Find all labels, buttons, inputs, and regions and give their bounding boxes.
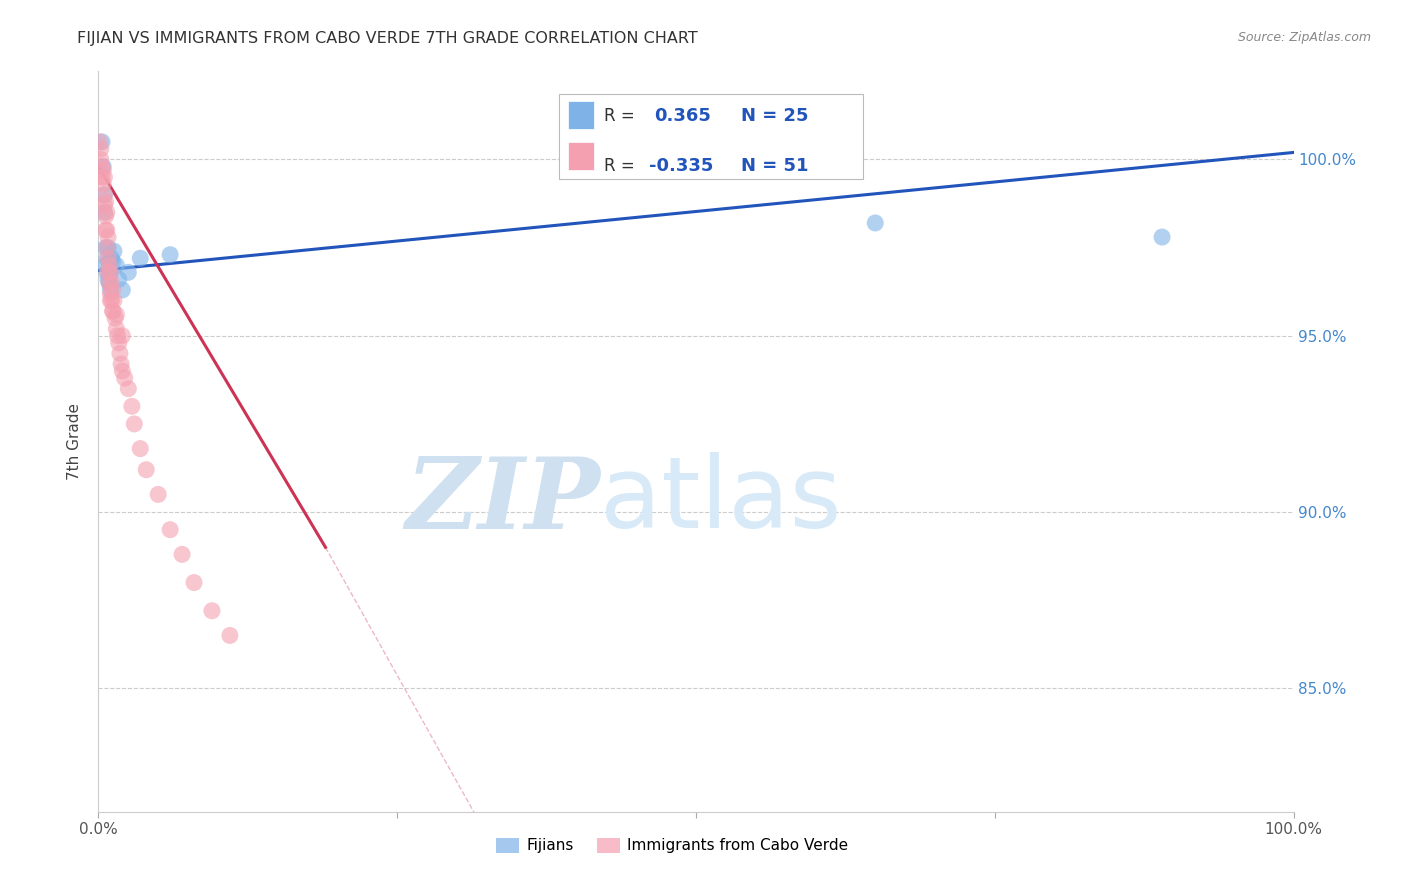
Point	[97, 241, 120, 255]
Point	[94, 194, 117, 209]
Legend: Fijians, Immigrants from Cabo Verde: Fijians, Immigrants from Cabo Verde	[489, 832, 855, 860]
Point	[98, 258, 121, 272]
Point	[98, 276, 121, 290]
Point	[111, 364, 134, 378]
Y-axis label: 7th Grade: 7th Grade	[67, 403, 83, 480]
Point	[93, 187, 115, 202]
Text: FIJIAN VS IMMIGRANTS FROM CABO VERDE 7TH GRADE CORRELATION CHART: FIJIAN VS IMMIGRANTS FROM CABO VERDE 7TH…	[77, 31, 699, 46]
Point	[107, 272, 129, 286]
Point	[97, 230, 120, 244]
Point	[110, 357, 132, 371]
Point	[117, 382, 139, 396]
Point	[201, 604, 224, 618]
Point	[135, 463, 157, 477]
FancyBboxPatch shape	[568, 101, 595, 129]
Point	[94, 223, 117, 237]
Point	[93, 205, 115, 219]
Point	[105, 308, 128, 322]
Point	[96, 251, 118, 265]
Point	[98, 283, 122, 297]
Text: -0.335: -0.335	[650, 156, 714, 175]
Text: R =: R =	[605, 107, 640, 125]
Point	[219, 628, 242, 642]
Point	[96, 223, 118, 237]
Point	[183, 575, 205, 590]
Point	[101, 304, 124, 318]
Point	[103, 293, 125, 308]
Point	[98, 265, 122, 279]
Point	[90, 153, 112, 167]
Point	[89, 135, 111, 149]
Point	[91, 163, 114, 178]
Point	[97, 265, 120, 279]
Point	[91, 170, 114, 185]
Point	[98, 265, 122, 279]
Point	[98, 286, 122, 301]
Point	[129, 442, 152, 456]
Point	[91, 160, 114, 174]
Point	[107, 335, 129, 350]
Point	[121, 399, 143, 413]
Text: ZIP: ZIP	[405, 452, 600, 549]
Point	[111, 283, 134, 297]
Point	[94, 209, 117, 223]
Point	[100, 293, 122, 308]
Point	[93, 170, 115, 185]
Point	[101, 254, 124, 268]
Point	[104, 311, 127, 326]
Point	[98, 293, 122, 308]
FancyBboxPatch shape	[558, 94, 863, 178]
Point	[97, 251, 120, 265]
Text: Source: ZipAtlas.com: Source: ZipAtlas.com	[1237, 31, 1371, 45]
Point	[172, 547, 194, 561]
FancyBboxPatch shape	[568, 142, 595, 169]
Point	[91, 160, 114, 174]
Point	[124, 417, 146, 431]
Point	[114, 371, 136, 385]
Point	[159, 248, 181, 262]
Point	[97, 272, 120, 286]
Point	[90, 142, 112, 156]
Point	[105, 258, 128, 272]
Point	[93, 198, 115, 212]
Point	[103, 244, 125, 259]
Point	[101, 283, 124, 297]
Text: N = 51: N = 51	[741, 156, 808, 175]
Point	[865, 216, 887, 230]
Point	[91, 177, 114, 191]
Point	[98, 254, 121, 268]
Point	[100, 251, 122, 265]
Point	[148, 487, 170, 501]
Point	[91, 135, 114, 149]
Point	[101, 304, 124, 318]
Point	[94, 241, 117, 255]
Text: R =: R =	[605, 156, 640, 175]
Text: atlas: atlas	[600, 452, 842, 549]
Point	[107, 328, 129, 343]
Point	[108, 346, 131, 360]
Text: N = 25: N = 25	[741, 107, 808, 125]
Point	[96, 241, 118, 255]
Point	[96, 265, 118, 279]
Point	[1152, 230, 1174, 244]
Point	[96, 205, 118, 219]
Point	[159, 523, 181, 537]
Point	[94, 258, 117, 272]
Point	[111, 328, 134, 343]
Point	[100, 276, 122, 290]
Point	[105, 322, 128, 336]
Text: 0.365: 0.365	[654, 107, 711, 125]
Point	[117, 265, 139, 279]
Point	[98, 276, 121, 290]
Point	[93, 187, 115, 202]
Point	[129, 251, 152, 265]
